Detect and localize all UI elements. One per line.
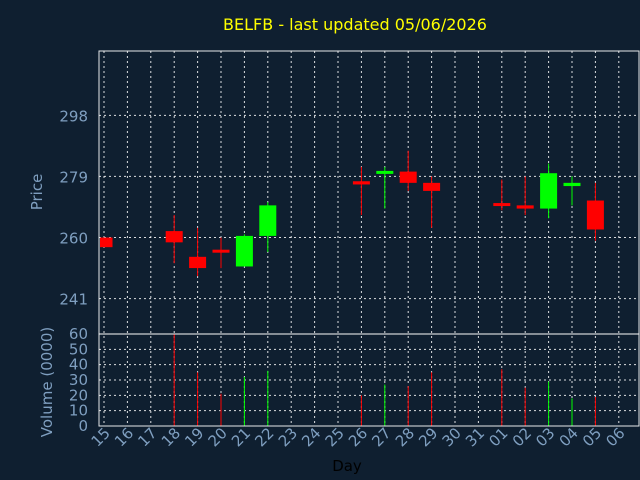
candle-body xyxy=(189,256,207,269)
volume-tick-label: 10 xyxy=(69,402,88,420)
x-tick-label: 02 xyxy=(509,424,535,450)
x-tick-label: 31 xyxy=(462,424,488,450)
candle-21 xyxy=(235,234,253,267)
candle-03 xyxy=(540,163,558,219)
candle-body xyxy=(165,231,183,243)
x-tick-label: 06 xyxy=(602,424,628,450)
volume-tick-label: 40 xyxy=(69,356,88,374)
candle-04 xyxy=(563,176,581,206)
price-tick-label: 298 xyxy=(59,107,88,125)
volume-bars xyxy=(173,334,596,426)
x-tick-label: 17 xyxy=(134,424,160,450)
candle-body xyxy=(423,182,441,191)
candle-body xyxy=(516,205,534,209)
x-tick-label: 30 xyxy=(439,424,465,450)
volume-tick-label: 50 xyxy=(69,340,88,358)
volume-panel-frame xyxy=(98,333,640,427)
x-tick-label: 22 xyxy=(251,424,277,450)
x-tick-label: 29 xyxy=(415,424,441,450)
candle-body xyxy=(399,171,417,183)
candle-19 xyxy=(189,227,207,277)
candle-body xyxy=(586,200,604,230)
candle-body xyxy=(100,237,113,248)
x-tick-label: 19 xyxy=(181,424,207,450)
volume-tick-label: 0 xyxy=(78,417,88,435)
x-tick-label: 16 xyxy=(111,424,137,450)
x-tick-label: 18 xyxy=(158,424,184,450)
chart-title: BELFB - last updated 05/06/2026 xyxy=(223,15,487,34)
price-axis-label: Price xyxy=(28,174,46,211)
x-tick-label: 28 xyxy=(392,424,418,450)
x-tick-label: 01 xyxy=(485,424,511,450)
x-tick-label: 05 xyxy=(579,424,605,450)
candle-05 xyxy=(586,182,604,241)
x-tick-label: 03 xyxy=(532,424,558,450)
volume-tick-label: 60 xyxy=(69,325,88,343)
candles xyxy=(100,150,604,277)
x-tick-label: 24 xyxy=(298,424,324,450)
candle-body xyxy=(540,173,558,209)
candle-18 xyxy=(165,215,183,264)
price-tick-label: 279 xyxy=(59,168,88,186)
x-tick-label: 21 xyxy=(228,424,254,450)
x-tick-label: 25 xyxy=(322,424,348,450)
volume-tick-label: 30 xyxy=(69,371,88,389)
grid-layer xyxy=(99,51,639,426)
x-tick-label: 27 xyxy=(368,424,394,450)
candle-body xyxy=(352,181,370,185)
x-tick-label: 26 xyxy=(345,424,371,450)
candle-body xyxy=(212,249,230,253)
tick-labels: 2412602792980102030405060151617181920212… xyxy=(59,107,628,450)
candle-body xyxy=(259,205,277,236)
x-tick-label: 15 xyxy=(88,424,114,450)
candle-20 xyxy=(212,237,230,269)
x-tick-label: 23 xyxy=(275,424,301,450)
price-tick-label: 241 xyxy=(59,291,88,309)
candle-body xyxy=(563,182,581,187)
price-tick-label: 260 xyxy=(59,230,88,248)
x-tick-label: 04 xyxy=(556,424,582,450)
candle-29 xyxy=(423,176,441,228)
candle-01 xyxy=(493,179,511,211)
candle-02 xyxy=(516,176,534,216)
volume-tick-label: 20 xyxy=(69,386,88,404)
candle-body xyxy=(235,235,253,267)
candle-26 xyxy=(352,166,370,216)
x-tick-label: 20 xyxy=(205,424,231,450)
price-panel-frame xyxy=(98,50,640,335)
x-axis-label: Day xyxy=(332,457,362,475)
candle-body xyxy=(376,170,394,174)
candle-22 xyxy=(259,202,277,252)
candle-body xyxy=(493,203,511,207)
volume-axis-label: Volume (0000) xyxy=(38,327,56,437)
candle-27 xyxy=(376,166,394,209)
candle-28 xyxy=(399,150,417,191)
candle-15 xyxy=(100,237,113,248)
